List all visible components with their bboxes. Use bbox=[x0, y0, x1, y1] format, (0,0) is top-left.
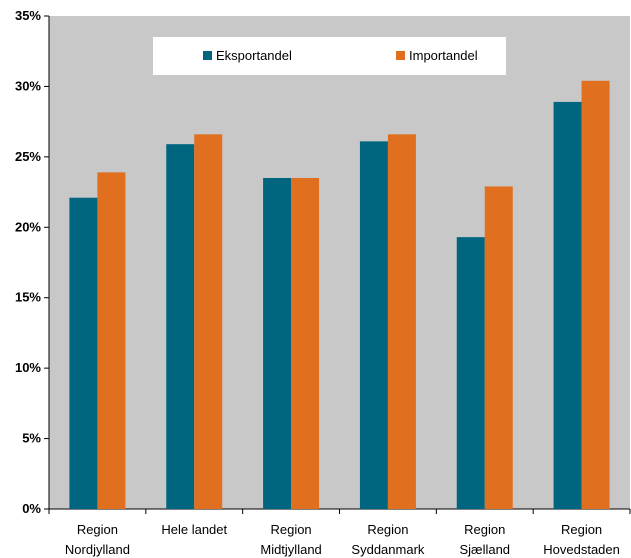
y-axis: 0% 5% 10% 15% 20% 25% 30% 35% bbox=[15, 8, 50, 516]
bar-importandel bbox=[291, 177, 320, 509]
y-tick-label: 35% bbox=[15, 8, 41, 23]
bar-eksportandel bbox=[69, 197, 98, 509]
y-tick-label: 0% bbox=[22, 501, 41, 516]
bar-importandel bbox=[387, 134, 416, 509]
x-tick-label: Midtjylland bbox=[260, 542, 321, 557]
plot-area bbox=[49, 16, 630, 509]
y-tick-label: 10% bbox=[15, 360, 41, 375]
y-tick-label: 20% bbox=[15, 219, 41, 234]
y-tick-label: 15% bbox=[15, 290, 41, 305]
legend-swatch bbox=[203, 51, 212, 60]
legend-swatch bbox=[396, 51, 405, 60]
legend-label: Eksportandel bbox=[216, 48, 292, 63]
x-tick-label: Hovedstaden bbox=[543, 542, 620, 557]
x-tick-label: Region bbox=[561, 522, 602, 537]
bar-importandel bbox=[194, 134, 223, 509]
x-tick-label: Region bbox=[77, 522, 118, 537]
bar-eksportandel bbox=[166, 144, 195, 509]
bar-eksportandel bbox=[553, 101, 582, 510]
x-tick-label: Region bbox=[367, 522, 408, 537]
legend-label: Importandel bbox=[409, 48, 478, 63]
bar-importandel bbox=[484, 186, 513, 510]
x-tick-label: Region bbox=[270, 522, 311, 537]
bar-importandel bbox=[97, 172, 126, 509]
x-tick-label: Hele landet bbox=[161, 522, 227, 537]
bar-eksportandel bbox=[263, 177, 292, 509]
y-tick-label: 25% bbox=[15, 149, 41, 164]
x-tick-label: Sjælland bbox=[459, 542, 510, 557]
legend: Eksportandel Importandel bbox=[153, 37, 506, 75]
bars bbox=[69, 80, 610, 510]
x-tick-label: Nordjylland bbox=[65, 542, 130, 557]
bar-eksportandel bbox=[359, 141, 388, 509]
bar-eksportandel bbox=[456, 237, 485, 509]
x-tick-label: Syddanmark bbox=[351, 542, 424, 557]
x-axis: Region Nordjylland Hele landet Region Midtjy… bbox=[48, 508, 631, 557]
x-tick-label: Region bbox=[464, 522, 505, 537]
y-tick-label: 5% bbox=[22, 431, 41, 446]
y-tick-label: 30% bbox=[15, 78, 41, 93]
bar-importandel bbox=[581, 80, 610, 510]
